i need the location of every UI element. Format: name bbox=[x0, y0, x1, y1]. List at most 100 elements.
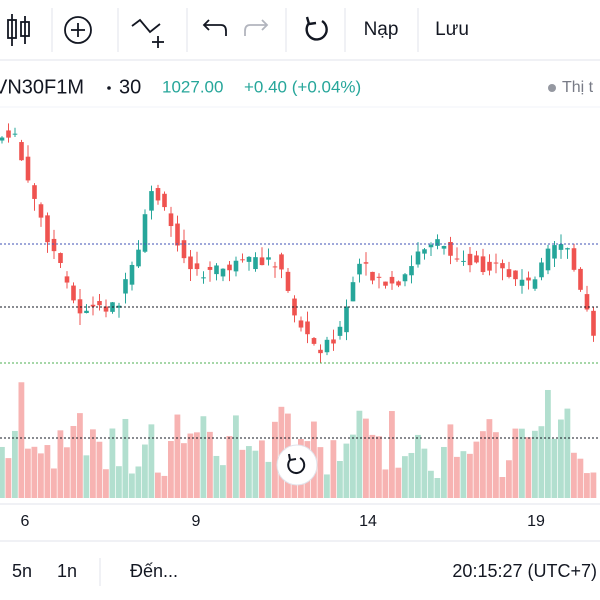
candle-body bbox=[493, 262, 499, 264]
volume-bar bbox=[51, 468, 57, 498]
volume-bar bbox=[38, 453, 44, 498]
candle-body bbox=[181, 240, 187, 259]
volume-bar bbox=[12, 430, 18, 498]
volume-bar bbox=[252, 450, 259, 498]
candle-body bbox=[64, 276, 70, 283]
candle-body bbox=[149, 191, 154, 211]
candle-body bbox=[155, 188, 161, 201]
candle-body bbox=[292, 298, 297, 316]
volume-bar bbox=[356, 410, 363, 498]
price-change: +0.40 (+0.04%) bbox=[244, 77, 361, 96]
volume-bar bbox=[239, 449, 246, 498]
candle-body bbox=[305, 321, 310, 335]
drawing-button[interactable] bbox=[131, 18, 164, 48]
volume-bar bbox=[428, 470, 434, 498]
reset-button[interactable] bbox=[305, 16, 328, 41]
volume-bar bbox=[486, 419, 493, 498]
volume-bar bbox=[25, 448, 31, 498]
interval[interactable]: 30 bbox=[119, 76, 141, 98]
candle-body bbox=[77, 299, 83, 314]
redo-button[interactable] bbox=[244, 19, 269, 36]
goto-button[interactable]: Đến... bbox=[130, 561, 178, 581]
indicator-button[interactable] bbox=[64, 16, 92, 44]
candle-body bbox=[246, 256, 252, 262]
volume-bar bbox=[122, 418, 129, 498]
candle-body bbox=[513, 270, 518, 280]
volume-bar bbox=[265, 461, 272, 498]
candle-body bbox=[318, 349, 323, 354]
clock: 20:15:27 (UTC+7) bbox=[452, 561, 597, 581]
candle-body bbox=[487, 261, 492, 271]
candle-body bbox=[506, 269, 512, 277]
candle-body bbox=[207, 266, 213, 270]
reset-view-button[interactable] bbox=[276, 444, 318, 486]
volume-bar bbox=[525, 437, 532, 498]
volume-bar bbox=[337, 461, 343, 498]
candle-body bbox=[201, 277, 206, 279]
separator-dot bbox=[107, 86, 111, 90]
volume-bar bbox=[233, 415, 239, 498]
candle-body bbox=[409, 266, 414, 276]
volume-bar bbox=[584, 473, 590, 498]
candle-body bbox=[32, 185, 37, 199]
range-button[interactable]: 1n bbox=[57, 561, 77, 581]
candle-body bbox=[441, 245, 447, 249]
candle-body bbox=[461, 260, 466, 262]
volume-bar bbox=[558, 419, 564, 498]
volume-bar bbox=[155, 472, 161, 498]
volume-bar bbox=[57, 430, 64, 498]
candle-body bbox=[19, 142, 24, 161]
candle-body bbox=[324, 339, 330, 353]
candle-body bbox=[142, 214, 148, 252]
chart-type-button[interactable] bbox=[7, 14, 30, 46]
volume-bar bbox=[18, 382, 25, 498]
market-status: Thị t bbox=[562, 79, 594, 96]
volume-bar bbox=[538, 426, 545, 498]
candle-body bbox=[279, 254, 284, 270]
volume-bar bbox=[129, 473, 135, 498]
volume-bar bbox=[109, 428, 116, 498]
x-tick-label: 19 bbox=[527, 513, 545, 530]
volume-bar bbox=[83, 455, 90, 498]
candle-body bbox=[337, 326, 343, 336]
candle-body bbox=[0, 137, 5, 141]
volume-bar bbox=[246, 446, 252, 498]
candle-body bbox=[123, 279, 128, 294]
candle-body bbox=[298, 320, 304, 328]
volume-bar bbox=[77, 413, 83, 498]
candle-body bbox=[376, 276, 382, 278]
candle-body bbox=[383, 281, 388, 286]
volume-bar bbox=[389, 411, 395, 498]
symbol[interactable]: VN30F1M bbox=[0, 76, 84, 98]
candle-body bbox=[214, 265, 219, 275]
volume-bar bbox=[90, 429, 96, 498]
volume-bar bbox=[168, 441, 174, 498]
volume-bar bbox=[324, 474, 330, 498]
candle-body bbox=[474, 255, 479, 263]
volume-bar bbox=[220, 465, 226, 498]
candle-body bbox=[389, 276, 395, 284]
plot-area bbox=[0, 123, 597, 498]
candle-body bbox=[90, 304, 96, 307]
candle-body bbox=[552, 245, 557, 259]
volume-bar bbox=[272, 421, 278, 498]
volume-bar bbox=[70, 425, 77, 498]
volume-bar bbox=[363, 418, 369, 498]
volume-bar bbox=[447, 424, 454, 498]
candle-body bbox=[38, 204, 44, 218]
volume-bar bbox=[64, 447, 70, 498]
volume-bar bbox=[5, 458, 12, 498]
volume-bar bbox=[467, 453, 473, 498]
volume-bar bbox=[421, 448, 428, 498]
undo-button[interactable] bbox=[202, 19, 227, 36]
load-button[interactable]: Nạp bbox=[364, 19, 399, 40]
price: 1027.00 bbox=[162, 77, 223, 96]
candle-body bbox=[266, 257, 271, 260]
candle-body bbox=[188, 256, 193, 270]
range-button[interactable]: 5n bbox=[12, 561, 32, 581]
volume-bar bbox=[454, 456, 460, 498]
save-button[interactable]: Lưu bbox=[435, 19, 469, 40]
x-tick-label: 9 bbox=[192, 513, 201, 530]
candle-body bbox=[311, 338, 317, 344]
volume-bar bbox=[44, 445, 51, 498]
